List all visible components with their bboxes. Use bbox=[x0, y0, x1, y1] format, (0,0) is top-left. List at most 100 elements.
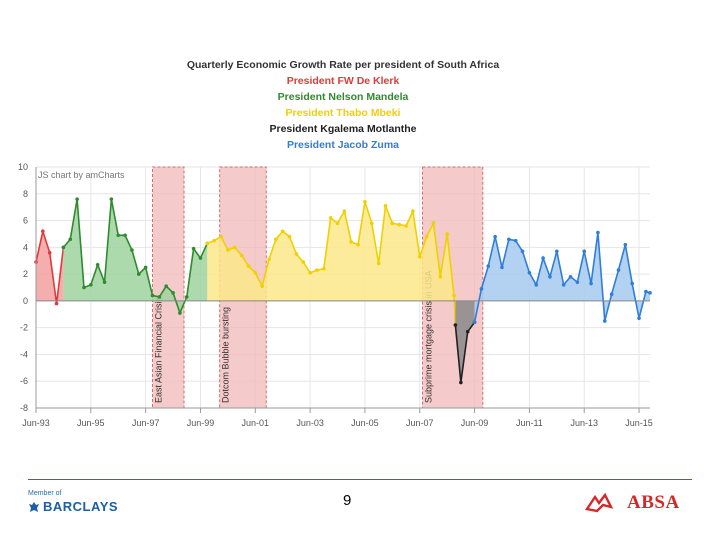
data-point[interactable] bbox=[274, 237, 278, 242]
data-point[interactable] bbox=[500, 265, 504, 270]
data-point[interactable] bbox=[294, 252, 299, 256]
data-point[interactable] bbox=[198, 256, 203, 260]
data-point[interactable] bbox=[438, 274, 443, 279]
data-point[interactable] bbox=[479, 287, 484, 291]
data-point[interactable] bbox=[637, 316, 641, 321]
data-point[interactable] bbox=[82, 285, 86, 290]
data-point[interactable] bbox=[315, 268, 319, 272]
data-point[interactable] bbox=[596, 230, 600, 235]
data-point[interactable] bbox=[123, 233, 127, 238]
data-point[interactable] bbox=[75, 197, 79, 201]
data-point[interactable] bbox=[630, 281, 634, 286]
data-point[interactable] bbox=[219, 234, 223, 239]
x-tick-label: Jun-01 bbox=[242, 418, 270, 428]
y-tick-label: -6 bbox=[20, 376, 28, 386]
data-point[interactable] bbox=[184, 295, 189, 299]
data-point[interactable] bbox=[644, 289, 648, 294]
series-area bbox=[63, 199, 208, 313]
data-point[interactable] bbox=[89, 283, 93, 287]
data-point[interactable] bbox=[322, 266, 326, 271]
data-point[interactable] bbox=[280, 229, 285, 234]
data-point[interactable] bbox=[246, 264, 251, 268]
data-point[interactable] bbox=[527, 270, 532, 275]
data-point[interactable] bbox=[212, 238, 216, 243]
data-point[interactable] bbox=[102, 280, 107, 284]
data-point[interactable] bbox=[68, 237, 73, 242]
data-point[interactable] bbox=[54, 301, 59, 306]
y-tick-label: 0 bbox=[23, 296, 28, 306]
data-point[interactable] bbox=[568, 274, 573, 279]
data-point[interactable] bbox=[369, 221, 374, 226]
legend-entry: President Kgalema Motlanthe bbox=[269, 123, 416, 135]
data-point[interactable] bbox=[459, 380, 463, 385]
data-point[interactable] bbox=[349, 240, 354, 244]
data-point[interactable] bbox=[171, 291, 175, 295]
data-point[interactable] bbox=[178, 311, 182, 315]
data-point[interactable] bbox=[143, 265, 148, 270]
data-point[interactable] bbox=[575, 280, 580, 284]
data-point[interactable] bbox=[308, 270, 312, 275]
data-point[interactable] bbox=[609, 292, 614, 296]
data-point[interactable] bbox=[648, 291, 652, 295]
data-point[interactable] bbox=[232, 245, 237, 250]
data-point[interactable] bbox=[616, 268, 621, 272]
data-point[interactable] bbox=[191, 246, 196, 251]
data-point[interactable] bbox=[47, 250, 52, 255]
data-point[interactable] bbox=[335, 221, 340, 226]
data-point[interactable] bbox=[130, 248, 134, 252]
data-point[interactable] bbox=[520, 249, 525, 254]
data-point[interactable] bbox=[417, 254, 422, 259]
data-point[interactable] bbox=[150, 293, 155, 298]
data-point[interactable] bbox=[205, 241, 210, 246]
data-point[interactable] bbox=[465, 329, 470, 334]
data-point[interactable] bbox=[411, 209, 415, 213]
data-point[interactable] bbox=[157, 295, 162, 299]
data-point[interactable] bbox=[493, 234, 497, 239]
data-point[interactable] bbox=[602, 319, 607, 323]
data-point[interactable] bbox=[363, 200, 367, 204]
eagle-icon bbox=[29, 501, 39, 512]
data-point[interactable] bbox=[561, 283, 566, 287]
data-point[interactable] bbox=[356, 242, 360, 247]
data-point[interactable] bbox=[95, 262, 100, 267]
data-point[interactable] bbox=[453, 323, 458, 327]
data-point[interactable] bbox=[109, 197, 114, 201]
data-point[interactable] bbox=[424, 234, 429, 239]
data-point[interactable] bbox=[390, 221, 395, 226]
data-point[interactable] bbox=[260, 284, 264, 288]
data-point[interactable] bbox=[486, 264, 491, 268]
data-point[interactable] bbox=[555, 249, 559, 254]
data-point[interactable] bbox=[589, 281, 593, 286]
data-point[interactable] bbox=[41, 229, 45, 234]
data-point[interactable] bbox=[541, 256, 545, 260]
data-point[interactable] bbox=[61, 245, 66, 250]
absa-logo: ABSA bbox=[585, 492, 680, 514]
data-point[interactable] bbox=[431, 221, 436, 226]
data-point[interactable] bbox=[472, 320, 477, 325]
data-point[interactable] bbox=[507, 237, 511, 242]
data-point[interactable] bbox=[383, 204, 388, 208]
data-point[interactable] bbox=[452, 293, 456, 298]
data-point[interactable] bbox=[513, 238, 518, 243]
data-point[interactable] bbox=[267, 257, 271, 262]
data-point[interactable] bbox=[534, 283, 539, 287]
data-point[interactable] bbox=[328, 216, 333, 220]
data-point[interactable] bbox=[397, 222, 401, 227]
data-point[interactable] bbox=[253, 270, 258, 275]
data-point[interactable] bbox=[582, 249, 587, 254]
data-point[interactable] bbox=[116, 233, 121, 238]
data-point[interactable] bbox=[404, 224, 408, 228]
data-point[interactable] bbox=[239, 253, 244, 258]
data-point[interactable] bbox=[376, 261, 381, 266]
amcharts-watermark[interactable]: JS chart by amCharts bbox=[38, 170, 125, 180]
data-point[interactable] bbox=[164, 284, 169, 288]
data-point[interactable] bbox=[136, 272, 141, 276]
data-point[interactable] bbox=[548, 274, 552, 279]
data-point[interactable] bbox=[287, 234, 292, 239]
data-point[interactable] bbox=[623, 242, 628, 247]
data-point[interactable] bbox=[226, 248, 230, 252]
data-point[interactable] bbox=[342, 209, 347, 213]
event-band-label: Subprime mortgage crisis in USA bbox=[423, 270, 433, 403]
data-point[interactable] bbox=[301, 260, 306, 264]
data-point[interactable] bbox=[445, 232, 449, 236]
